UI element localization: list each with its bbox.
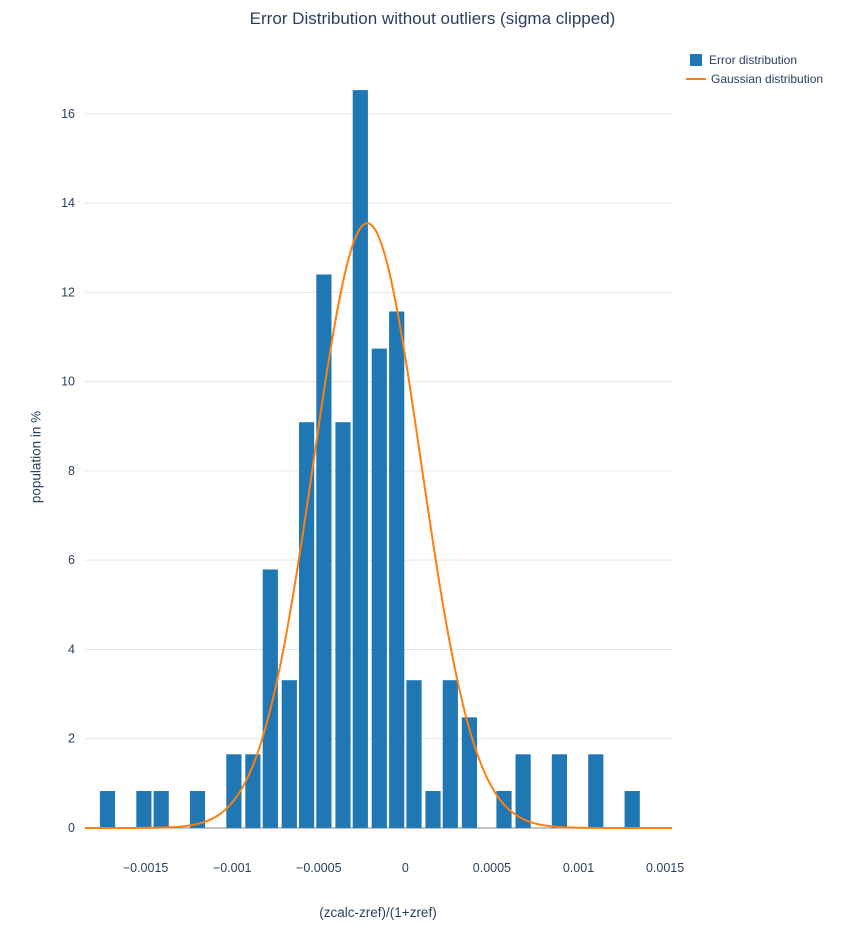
y-tick-label: 0: [68, 821, 75, 835]
histogram-bar: [425, 791, 441, 828]
histogram-bar: [461, 717, 477, 828]
legend-label-error-distribution: Error distribution: [709, 53, 798, 67]
histogram-bar: [262, 569, 278, 828]
histogram-bar: [624, 791, 640, 828]
histogram-bar: [281, 680, 297, 828]
x-axis-label: (zcalc-zref)/(1+zref): [319, 905, 437, 920]
x-tick-label: −0.0005: [296, 861, 342, 875]
histogram-bar: [588, 754, 604, 828]
y-tick-label: 2: [68, 732, 75, 746]
x-tick-label: −0.0015: [123, 861, 169, 875]
x-tick-label: 0.0005: [473, 861, 511, 875]
histogram-bar: [442, 680, 458, 828]
y-tick-label: 16: [61, 107, 75, 121]
y-tick-label: 8: [68, 464, 75, 478]
legend-marker-line-icon: [686, 78, 706, 80]
histogram-bar: [99, 791, 116, 828]
legend-item-error-distribution[interactable]: Error distribution: [686, 53, 823, 67]
x-tick-label: 0.0015: [646, 861, 684, 875]
x-tick-label: −0.001: [213, 861, 252, 875]
x-tick-label: 0: [402, 861, 409, 875]
y-tick-label: 6: [68, 553, 75, 567]
histogram-bar: [226, 754, 242, 828]
histogram-bar: [515, 754, 531, 828]
chart-title: Error Distribution without outliers (sig…: [249, 9, 616, 28]
y-tick-label: 4: [68, 642, 75, 656]
x-tick-label: 0.001: [563, 861, 594, 875]
y-tick-label: 14: [61, 196, 75, 210]
histogram-bar: [352, 90, 368, 829]
legend-label-gaussian-distribution: Gaussian distribution: [711, 72, 824, 86]
y-axis-label: population in %: [28, 410, 44, 504]
histogram-bar: [371, 348, 387, 828]
legend-item-gaussian-distribution[interactable]: Gaussian distribution: [686, 72, 823, 86]
histogram-bar: [335, 422, 351, 828]
legend-marker-square-icon: [690, 54, 702, 66]
y-tick-label: 10: [61, 375, 75, 389]
histogram-bar: [189, 791, 206, 828]
gaussian-curve: [85, 222, 672, 829]
histogram-bar: [389, 311, 405, 828]
histogram-bar: [153, 791, 169, 828]
histogram-bar: [136, 791, 152, 828]
histogram-bar: [551, 754, 567, 828]
histogram-bar: [299, 422, 315, 828]
histogram-bar: [406, 680, 422, 828]
y-tick-label: 12: [61, 285, 75, 299]
legend: Error distribution Gaussian distribution: [686, 53, 823, 86]
